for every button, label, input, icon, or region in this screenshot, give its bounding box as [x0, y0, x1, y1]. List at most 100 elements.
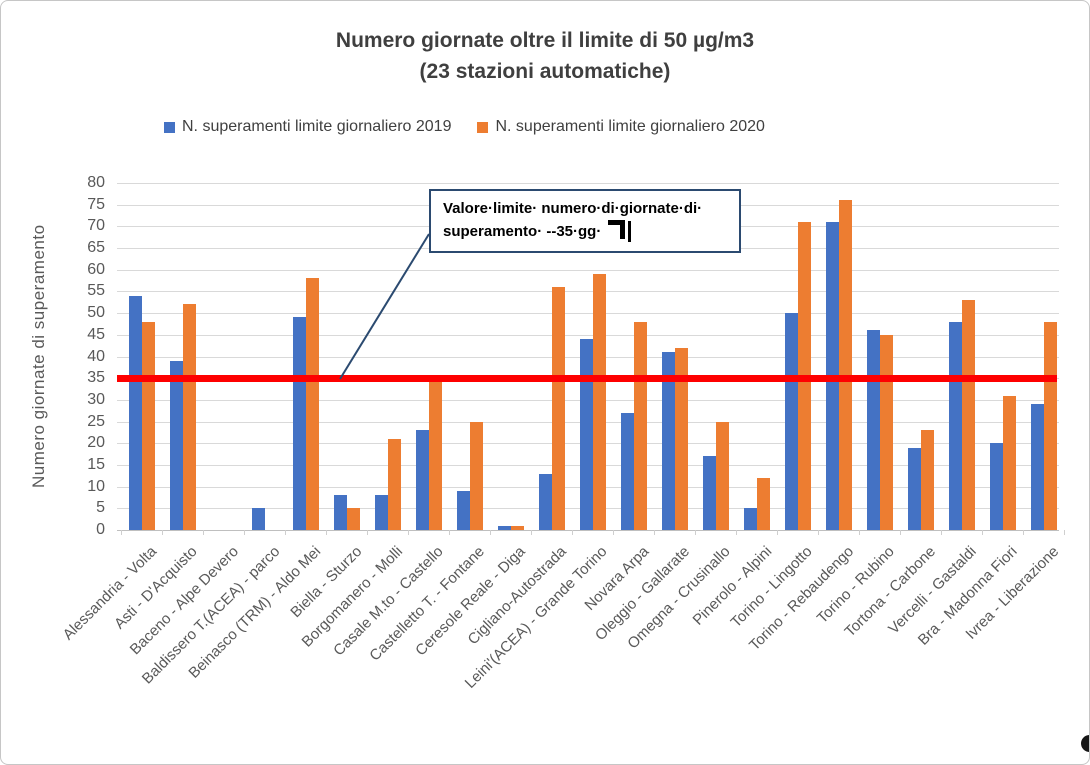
annotation-line1: Valore·limite· numero·di·giornate·di· — [443, 200, 703, 217]
x-axis-tick — [244, 530, 245, 535]
bar-2020-Torino - Rubino — [880, 335, 893, 530]
legend-swatch-2020-icon — [477, 121, 489, 133]
gridline-y-0 — [117, 530, 1059, 531]
x-axis-tick — [654, 530, 655, 535]
annotation-line2: superamento· --35·gg· — [443, 220, 739, 243]
y-tick-label-40: 40 — [87, 348, 105, 365]
y-tick-label-0: 0 — [96, 521, 105, 538]
bar-2020-Pinerolo - Alpini — [757, 478, 770, 530]
cursor-bar-icon — [628, 221, 632, 242]
legend-label-2019: N. superamenti limite giornaliero 2019 — [182, 118, 452, 135]
bar-2019-Omegna - Crusinallo — [703, 456, 716, 530]
bar-2020-Oleggio - Gallarate — [675, 348, 688, 530]
bar-2019-Biella - Sturzo — [334, 495, 347, 530]
x-axis-tick — [285, 530, 286, 535]
bar-2019-Leini'(ACEA) - Grande Torino — [580, 339, 593, 530]
bar-2019-Asti - D'Acquisto — [170, 361, 183, 530]
bar-2019-Oleggio - Gallarate — [662, 352, 675, 530]
bar-2020-Vercelli - Gastaldi — [962, 300, 975, 530]
bar-2019-Borgomanero - Molli — [375, 495, 388, 530]
x-axis-tick — [900, 530, 901, 535]
y-tick-label-25: 25 — [87, 413, 105, 430]
x-axis-tick — [818, 530, 819, 535]
x-axis-tick — [777, 530, 778, 535]
y-tick-label-35: 35 — [87, 369, 105, 386]
gridline-y-60 — [117, 270, 1059, 271]
bar-2020-Asti - D'Acquisto — [183, 304, 196, 530]
bar-2020-Ceresole Reale - Diga — [511, 526, 524, 530]
bar-2020-Alessandria - Volta — [142, 322, 155, 530]
chart-title-line1: Numero giornate oltre il limite di 50 µg… — [335, 29, 755, 52]
legend-label-2020: N. superamenti limite giornaliero 2020 — [495, 118, 765, 135]
bar-2019-Baldissero T.(ACEA) - parco — [252, 508, 265, 530]
chart-title: Numero giornate oltre il limite di 50 µg… — [1, 25, 1089, 87]
limit-reference-line — [117, 375, 1057, 382]
x-axis-tick — [326, 530, 327, 535]
bar-2019-Pinerolo - Alpini — [744, 508, 757, 530]
bar-2020-Torino - Rebaudengo — [839, 200, 852, 530]
bar-2020-Novara Arpa — [634, 322, 647, 530]
legend: N. superamenti limite giornaliero 2019 N… — [164, 118, 765, 136]
bar-2020-Biella - Sturzo — [347, 508, 360, 530]
x-axis-tick — [572, 530, 573, 535]
limit-annotation-box: Valore·limite· numero·di·giornate·di· su… — [429, 189, 741, 253]
y-axis-title: Numero giornate di superamento — [29, 224, 48, 489]
x-axis-tick — [1064, 530, 1065, 535]
bar-2020-Borgomanero - Molli — [388, 439, 401, 530]
bar-2020-Leini'(ACEA) - Grande Torino — [593, 274, 606, 530]
chart-title-line2: (23 stazioni automatiche) — [419, 60, 671, 83]
bar-2019-Castelletto T. - Fontane — [457, 491, 470, 530]
bar-2019-Torino - Rubino — [867, 330, 880, 530]
bar-2020-Omegna - Crusinallo — [716, 422, 729, 530]
legend-item-2019: N. superamenti limite giornaliero 2019 — [164, 118, 451, 136]
bar-2019-Bra - Madonna Fiori — [990, 443, 1003, 530]
bar-2020-Beinasco (TRM) - Aldo Mei — [306, 278, 319, 530]
y-tick-label-10: 10 — [87, 478, 105, 495]
bar-2020-Tortona - Carbone — [921, 430, 934, 530]
bar-2019-Tortona - Carbone — [908, 448, 921, 530]
y-tick-label-5: 5 — [96, 499, 105, 516]
x-axis-tick — [695, 530, 696, 535]
gridline-y-45 — [117, 335, 1059, 336]
x-axis-tick — [408, 530, 409, 535]
bar-2019-Cigliano-Autostrada — [539, 474, 552, 530]
x-axis-tick — [367, 530, 368, 535]
bar-2019-Casale M.to - Castello — [416, 430, 429, 530]
bar-2020-Bra - Madonna Fiori — [1003, 396, 1016, 530]
y-tick-label-30: 30 — [87, 391, 105, 408]
y-tick-label-70: 70 — [87, 217, 105, 234]
x-axis-tick — [531, 530, 532, 535]
paragraph-mark-icon — [608, 220, 626, 239]
y-tick-label-75: 75 — [87, 196, 105, 213]
y-tick-label-65: 65 — [87, 239, 105, 256]
y-tick-label-80: 80 — [87, 174, 105, 191]
x-axis-tick — [490, 530, 491, 535]
x-axis-tick — [121, 530, 122, 535]
gridline-y-50 — [117, 313, 1059, 314]
y-tick-label-50: 50 — [87, 304, 105, 321]
y-tick-label-45: 45 — [87, 326, 105, 343]
y-tick-label-55: 55 — [87, 282, 105, 299]
x-axis-tick — [982, 530, 983, 535]
y-tick-label-60: 60 — [87, 261, 105, 278]
bar-2019-Alessandria - Volta — [129, 296, 142, 530]
x-axis-tick — [941, 530, 942, 535]
bar-2019-Beinasco (TRM) - Aldo Mei — [293, 317, 306, 530]
x-axis-tick — [1023, 530, 1024, 535]
bar-2019-Torino - Lingotto — [785, 313, 798, 530]
bar-2020-Ivrea - Liberazione — [1044, 322, 1057, 530]
x-axis-tick — [162, 530, 163, 535]
bar-2019-Ceresole Reale - Diga — [498, 526, 511, 530]
x-axis-tick — [859, 530, 860, 535]
x-axis-tick — [203, 530, 204, 535]
bar-2020-Cigliano-Autostrada — [552, 287, 565, 530]
gridline-y-55 — [117, 291, 1059, 292]
bar-2019-Vercelli - Gastaldi — [949, 322, 962, 530]
bar-2019-Ivrea - Liberazione — [1031, 404, 1044, 530]
x-axis-tick — [613, 530, 614, 535]
bar-2020-Casale M.to - Castello — [429, 378, 442, 530]
gridline-y-80 — [117, 183, 1059, 184]
bar-2020-Castelletto T. - Fontane — [470, 422, 483, 530]
legend-swatch-2019-icon — [164, 121, 175, 133]
